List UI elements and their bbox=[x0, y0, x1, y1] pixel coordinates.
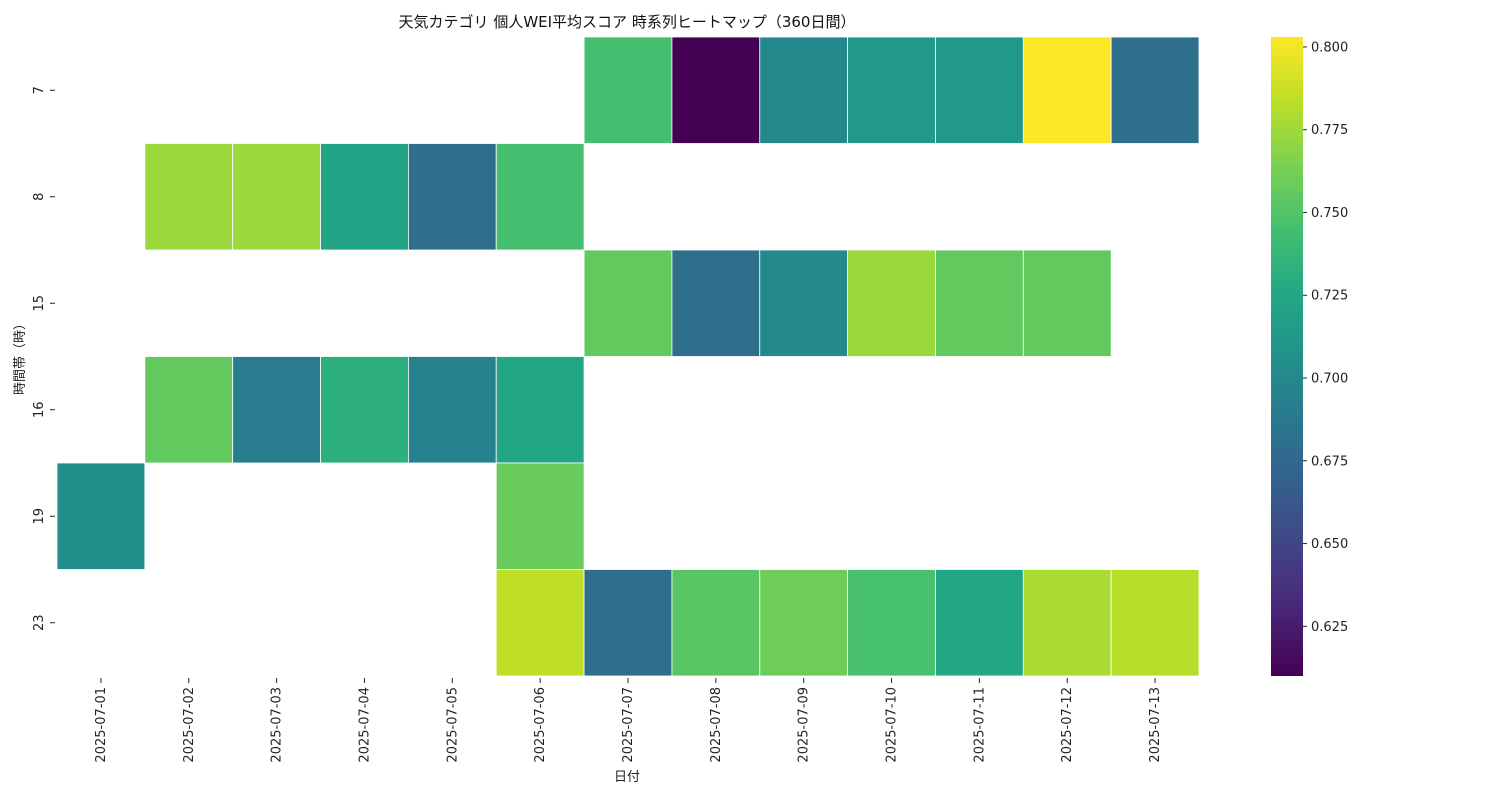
x-tick-label: 2025-07-11 bbox=[972, 687, 987, 763]
heatmap-cell-23-2025-07-11 bbox=[935, 569, 1024, 677]
y-tick-label: 16 bbox=[32, 401, 47, 418]
x-tick-label: 2025-07-05 bbox=[445, 687, 460, 763]
x-tick-label: 2025-07-08 bbox=[709, 687, 724, 763]
heatmap-cell-15-2025-07-10 bbox=[847, 249, 936, 357]
heatmap-cell-16-2025-07-06 bbox=[495, 356, 585, 464]
colorbar bbox=[1271, 37, 1303, 676]
colorbar-tick-label: 0.625 bbox=[1311, 620, 1348, 635]
heatmap-cells bbox=[56, 36, 1200, 677]
heatmap-cell-15-2025-07-11 bbox=[935, 249, 1024, 357]
colorbar-tick-label: 0.700 bbox=[1311, 372, 1348, 387]
heatmap-cell-7-2025-07-11 bbox=[935, 36, 1024, 144]
heatmap-cell-8-2025-07-04 bbox=[320, 143, 409, 251]
y-tick-label: 23 bbox=[32, 614, 47, 631]
x-tick-label: 2025-07-04 bbox=[357, 687, 372, 763]
heatmap-cell-15-2025-07-08 bbox=[671, 249, 761, 357]
x-tick-label: 2025-07-12 bbox=[1060, 687, 1075, 763]
heatmap-cell-23-2025-07-08 bbox=[671, 569, 761, 677]
x-axis-ticks: 2025-07-01 2025-07-02 2025-07-03 2025-07-04… bbox=[94, 678, 1163, 763]
colorbar-tick-label: 0.675 bbox=[1311, 454, 1348, 469]
heatmap-cell-7-2025-07-12 bbox=[1022, 36, 1112, 144]
heatmap-cell-23-2025-07-06 bbox=[495, 569, 585, 677]
heatmap-cell-23-2025-07-09 bbox=[759, 569, 849, 677]
heatmap-cell-8-2025-07-03 bbox=[232, 143, 321, 251]
colorbar-tick-label: 0.750 bbox=[1311, 206, 1348, 221]
heatmap-cell-16-2025-07-03 bbox=[232, 356, 321, 464]
heatmap-cell-8-2025-07-05 bbox=[407, 143, 497, 251]
heatmap-cell-7-2025-07-13 bbox=[1110, 36, 1200, 144]
heatmap-cell-15-2025-07-07 bbox=[583, 249, 673, 357]
x-tick-label: 2025-07-13 bbox=[1148, 687, 1163, 763]
colorbar-tick-label: 0.800 bbox=[1311, 40, 1348, 55]
heatmap-cell-19-2025-07-01 bbox=[56, 462, 146, 570]
heatmap-cell-23-2025-07-10 bbox=[847, 569, 936, 677]
y-axis-label: 時間帯（時） bbox=[13, 317, 28, 395]
heatmap-cell-8-2025-07-06 bbox=[495, 143, 585, 251]
y-tick-label: 15 bbox=[32, 295, 47, 312]
heatmap-cell-7-2025-07-07 bbox=[583, 36, 673, 144]
x-tick-label: 2025-07-09 bbox=[797, 687, 812, 763]
x-axis-label: 日付 bbox=[614, 770, 640, 785]
x-tick-label: 2025-07-01 bbox=[94, 687, 109, 763]
heatmap-cell-23-2025-07-13 bbox=[1110, 569, 1200, 677]
heatmap-cell-7-2025-07-10 bbox=[847, 36, 936, 144]
x-tick-label: 2025-07-02 bbox=[182, 687, 197, 763]
heatmap-cell-16-2025-07-05 bbox=[407, 356, 497, 464]
heatmap-cell-16-2025-07-04 bbox=[320, 356, 409, 464]
heatmap-cell-23-2025-07-07 bbox=[583, 569, 673, 677]
y-tick-label: 19 bbox=[32, 508, 47, 525]
heatmap-cell-15-2025-07-12 bbox=[1022, 249, 1112, 357]
colorbar-tick-label: 0.775 bbox=[1311, 123, 1348, 138]
chart-title: 天気カテゴリ 個人WEI平均スコア 時系列ヒートマップ（360日間） bbox=[399, 13, 856, 31]
x-tick-label: 2025-07-07 bbox=[621, 687, 636, 763]
x-tick-label: 2025-07-03 bbox=[270, 687, 285, 763]
y-tick-label: 8 bbox=[32, 193, 47, 201]
heatmap-cell-8-2025-07-02 bbox=[144, 143, 234, 251]
heatmap-cell-16-2025-07-02 bbox=[144, 356, 234, 464]
y-tick-label: 7 bbox=[32, 86, 47, 94]
colorbar-ticks: 0.625 0.650 0.675 0.700 0.725 0.750 0.775 0.800 bbox=[1303, 40, 1348, 635]
colorbar-tick-label: 0.725 bbox=[1311, 289, 1348, 304]
x-tick-label: 2025-07-10 bbox=[885, 687, 900, 763]
x-tick-label: 2025-07-06 bbox=[533, 687, 548, 763]
y-axis-ticks: 7 8 15 16 19 23 bbox=[32, 86, 55, 631]
heatmap-cell-19-2025-07-06 bbox=[495, 462, 585, 570]
heatmap-cell-23-2025-07-12 bbox=[1022, 569, 1112, 677]
heatmap-cell-15-2025-07-09 bbox=[759, 249, 849, 357]
heatmap-cell-7-2025-07-08 bbox=[671, 36, 761, 144]
colorbar-tick-label: 0.650 bbox=[1311, 537, 1348, 552]
heatmap-cell-7-2025-07-09 bbox=[759, 36, 849, 144]
